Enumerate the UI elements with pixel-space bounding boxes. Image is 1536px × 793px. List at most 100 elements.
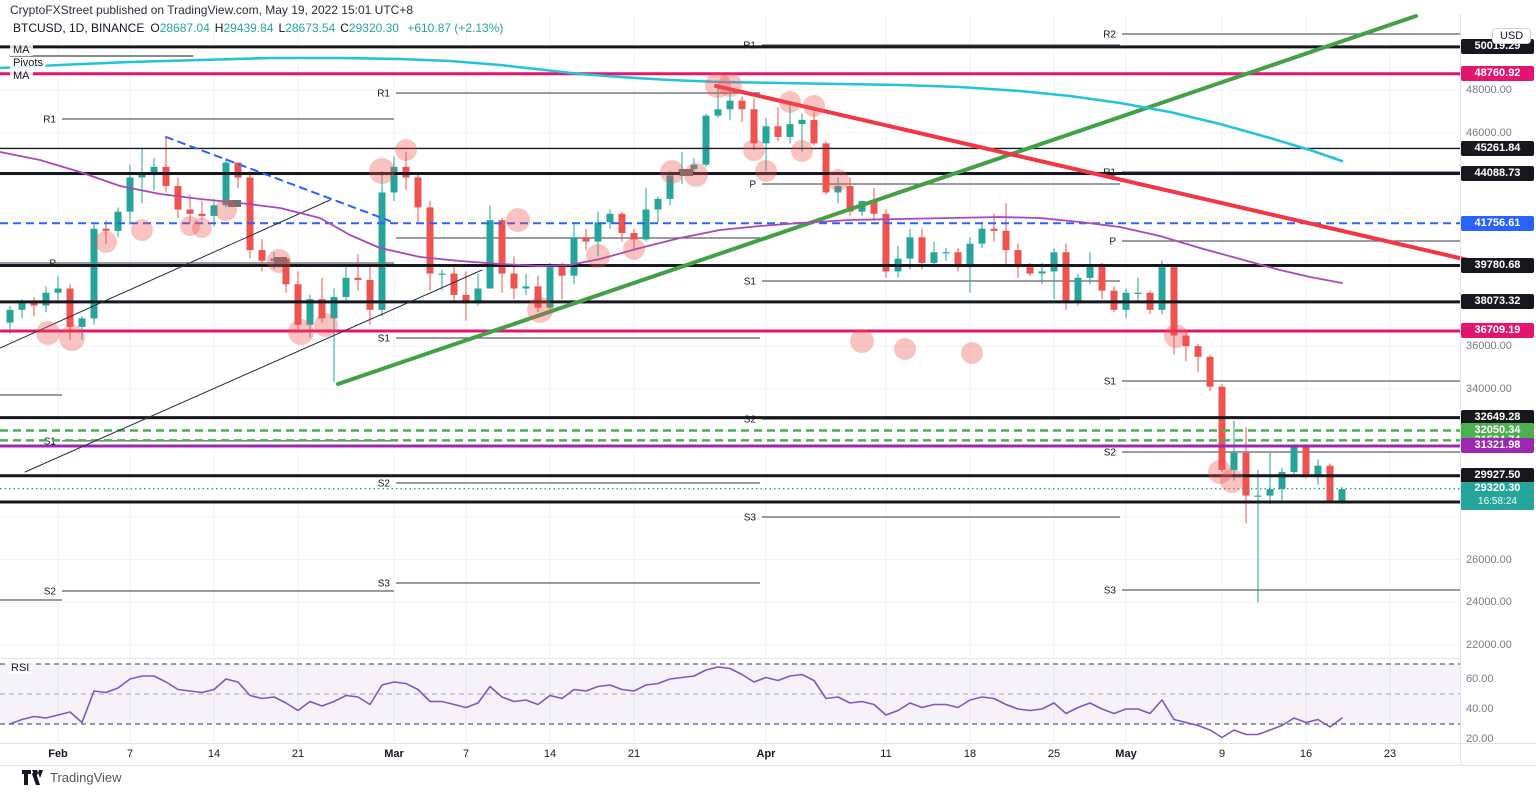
pivot-marker-circle [527,297,553,323]
pivot-marker-circle [894,338,916,360]
pivot-marker-circle [660,160,684,184]
time-tick-9: 9 [1218,748,1226,760]
price-scale-separator[interactable] [1460,14,1461,765]
indicator-label-ma-2[interactable]: MA [10,70,33,82]
pivot-level-label: R2 [1103,30,1116,41]
candle-body [570,237,578,276]
indicator-label-pivots[interactable]: Pivots [10,57,46,69]
candle-body [882,213,890,272]
pivot-level-label: S2 [1104,448,1117,459]
indicator-label-ma[interactable]: MA [10,44,33,56]
currency-button[interactable]: USD [1492,28,1532,44]
candle-body [474,288,482,304]
candle-body [150,166,158,174]
candle-body [630,233,638,240]
candle-body [1266,489,1274,496]
candle-body [1086,265,1094,278]
candle-body [522,286,530,289]
pivot-marker-circle [718,73,742,97]
candle-body [1194,346,1202,357]
pivot-level-label: R1 [43,115,56,126]
red-downtrend-line [714,84,1470,262]
time-tick-14: 14 [543,748,557,760]
rsi-tick: 20.00 [1466,733,1494,745]
price-level-badge: 48760.92 [1461,66,1534,82]
pivot-marker-circle [1164,324,1188,348]
candle-body [930,252,938,263]
price-level-badge: 38073.32 [1461,294,1534,310]
candle-body [486,220,494,289]
purple-ma-line [0,151,1343,284]
candle-body [1254,495,1262,497]
candle-body [666,175,674,199]
pivot-marker-circle [791,140,813,162]
rsi-pane-separator[interactable] [0,658,1460,659]
indicator-label-rsi[interactable]: RSI [8,662,33,674]
candle-body [114,211,122,231]
rsi-tick: 60.00 [1466,673,1494,685]
candle-body [534,286,542,308]
footer-separator [0,765,1536,766]
time-tick-may: May [1115,748,1137,760]
candle-body [750,109,758,144]
candle-body [1338,489,1346,502]
pivot-marker-circle [827,169,849,191]
candle-body [762,126,770,144]
candle-body [966,243,974,268]
current-price-badge: 29320.30 16:58:24 [1461,481,1534,510]
gray-marker-box [274,257,287,264]
published-line: CryptoFXStreet published on TradingView.… [10,3,414,17]
candle-body [414,177,422,208]
pivot-marker-circle [705,72,731,98]
pivot-marker-circle [961,342,983,364]
candle-body [990,228,998,231]
candle-body [306,299,314,325]
pivot-level-label: S3 [744,512,757,523]
candle-body [822,143,830,193]
gray-marker-box [680,169,693,176]
pivot-marker-circle [59,325,85,351]
symbol-legend[interactable]: BTCUSD, 1D, BINANCE O28687.04 H29439.84 L28… [13,21,503,35]
candle-body [102,228,110,231]
pivot-level-label: S1 [1104,377,1117,388]
time-tick-7: 7 [126,748,134,760]
pivot-marker-circle [1208,460,1232,484]
time-tick-14: 14 [207,748,221,760]
candle-body [594,222,602,242]
candle-body [66,288,74,327]
time-tick-21: 21 [291,748,305,760]
candle-body [1158,267,1166,310]
pivot-marker-circle [267,249,291,273]
price-tick: 48000.00 [1466,84,1512,96]
pivot-marker-circle [506,208,530,232]
candle-body [1326,465,1334,502]
candle-body [78,318,86,327]
time-tick-16: 16 [1299,748,1313,760]
candle-body [606,213,614,223]
candle-body [354,277,362,280]
pivot-level-label: S1 [44,436,57,447]
candle-body [642,209,650,240]
candle-body [1278,472,1286,490]
ohlc-h: H29439.84 [214,21,274,35]
pivot-level-label: P [749,180,756,191]
ascending-channel-line [24,269,483,473]
tradingview-logo[interactable]: TradingView [22,770,122,785]
symbol-title[interactable]: BTCUSD, 1D, BINANCE [13,21,145,35]
price-tick: 22000.00 [1466,638,1512,651]
pivot-level-label: R1 [377,89,390,100]
candle-body [222,162,230,206]
candle-body [978,228,986,244]
candle-body [90,228,98,319]
pivot-marker-circle [586,244,610,268]
pivot-marker-circle [1220,469,1244,493]
candle-body [1110,290,1118,310]
pivot-marker-circle [850,329,874,353]
candle-body [870,200,878,214]
candle-body [234,162,242,178]
candle-body [30,301,38,306]
price-tick: 46000.00 [1466,126,1512,139]
ohlc-o: O28687.04 [150,21,210,35]
candle-body [462,294,470,304]
